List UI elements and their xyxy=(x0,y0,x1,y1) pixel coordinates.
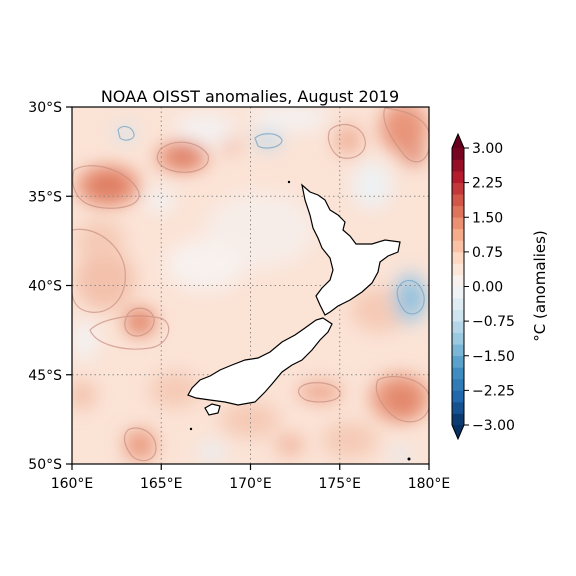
colorbar-segment xyxy=(452,217,464,230)
lat-tick-label: 45°S xyxy=(28,368,62,384)
colorbar-segment xyxy=(452,286,464,299)
colorbar-segment xyxy=(452,378,464,391)
colorbar-segment xyxy=(452,390,464,403)
colorbar-extend-min xyxy=(452,425,464,439)
colorbar-segment xyxy=(452,182,464,195)
colorbar-segment xyxy=(452,321,464,334)
islet xyxy=(189,427,193,431)
graticule xyxy=(72,107,429,464)
colorbar-tick-label: 0.00 xyxy=(472,280,503,296)
anomaly-patches xyxy=(72,107,429,463)
colorbar-tick-label: 3.00 xyxy=(472,141,503,157)
cool-contours xyxy=(117,125,425,315)
colorbar-segment xyxy=(452,274,464,287)
colorbar-segment xyxy=(452,194,464,207)
north-island xyxy=(301,183,401,316)
colorbar-segment xyxy=(452,148,464,160)
colorbar-segment xyxy=(452,367,464,380)
colorbar-segment xyxy=(452,171,464,184)
lat-tick-label: 30°S xyxy=(28,100,62,116)
lat-tick-label: 35°S xyxy=(28,189,62,205)
south-island xyxy=(187,317,333,406)
longitude-axis: 160°E 165°E 170°E 175°E 180°E xyxy=(51,464,451,492)
colorbar-tick-label: −2.25 xyxy=(472,383,515,399)
colorbar-segment xyxy=(452,298,464,310)
colorbar xyxy=(451,132,465,441)
colorbar-segment xyxy=(452,309,464,322)
lon-tick-label: 180°E xyxy=(408,476,451,492)
colorbar-segment xyxy=(452,332,464,345)
new-zealand-land xyxy=(187,180,411,461)
colorbar-segment xyxy=(452,401,464,414)
stewart-island xyxy=(204,403,221,416)
colorbar-segment xyxy=(452,228,464,241)
latitude-axis: 30°S 35°S 40°S 45°S 50°S xyxy=(28,100,72,473)
colorbar-tick-label: 2.25 xyxy=(472,176,503,192)
anomaly-field xyxy=(72,107,429,464)
colorbar-tick-label: −1.50 xyxy=(472,349,515,365)
contour-lines xyxy=(72,107,429,462)
colorbar-tick-label: −0.75 xyxy=(472,314,515,330)
colorbar-segment xyxy=(452,251,464,264)
lat-tick-label: 50°S xyxy=(28,457,62,473)
lon-tick-label: 160°E xyxy=(51,476,94,492)
colorbar-tick-label: −3.00 xyxy=(472,418,515,434)
colorbar-segment xyxy=(452,413,464,426)
islet xyxy=(287,180,291,184)
lon-tick-label: 175°E xyxy=(318,476,361,492)
lon-tick-label: 165°E xyxy=(140,476,183,492)
colorbar-segment xyxy=(452,205,464,218)
colorbar-segment xyxy=(452,159,464,172)
colorbar-label: °C (anomalies) xyxy=(531,230,549,342)
colorbar-tick-label: 0.75 xyxy=(472,245,503,261)
colorbar-segment xyxy=(452,263,464,276)
colorbar-segment xyxy=(452,240,464,253)
map-title: NOAA OISST anomalies, August 2019 xyxy=(101,87,399,106)
colorbar-segment xyxy=(452,355,464,368)
colorbar-ticks: 3.00 2.25 1.50 0.75 0.00 −0.75 −1.50 −2.25 −3.00 xyxy=(464,141,515,434)
lon-tick-label: 170°E xyxy=(229,476,272,492)
colorbar-extend-max xyxy=(452,134,464,148)
colorbar-tick-label: 1.50 xyxy=(472,210,503,226)
colorbar-segment xyxy=(452,344,464,357)
islet xyxy=(407,457,411,461)
lat-tick-label: 40°S xyxy=(28,279,62,295)
